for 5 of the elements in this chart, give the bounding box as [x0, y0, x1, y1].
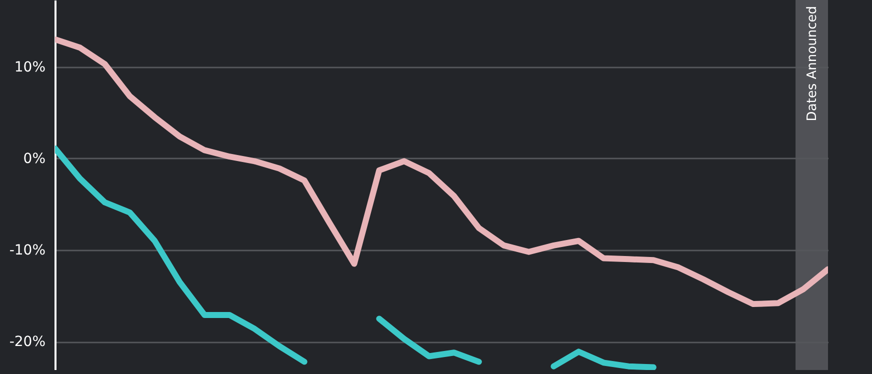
y-tick-label: 10% — [14, 59, 46, 76]
y-tick-label: -10% — [9, 242, 46, 259]
y-tick-label: 0% — [23, 150, 46, 167]
annotation: Dates Announced — [804, 6, 820, 122]
y-tick-label: -20% — [9, 334, 46, 350]
